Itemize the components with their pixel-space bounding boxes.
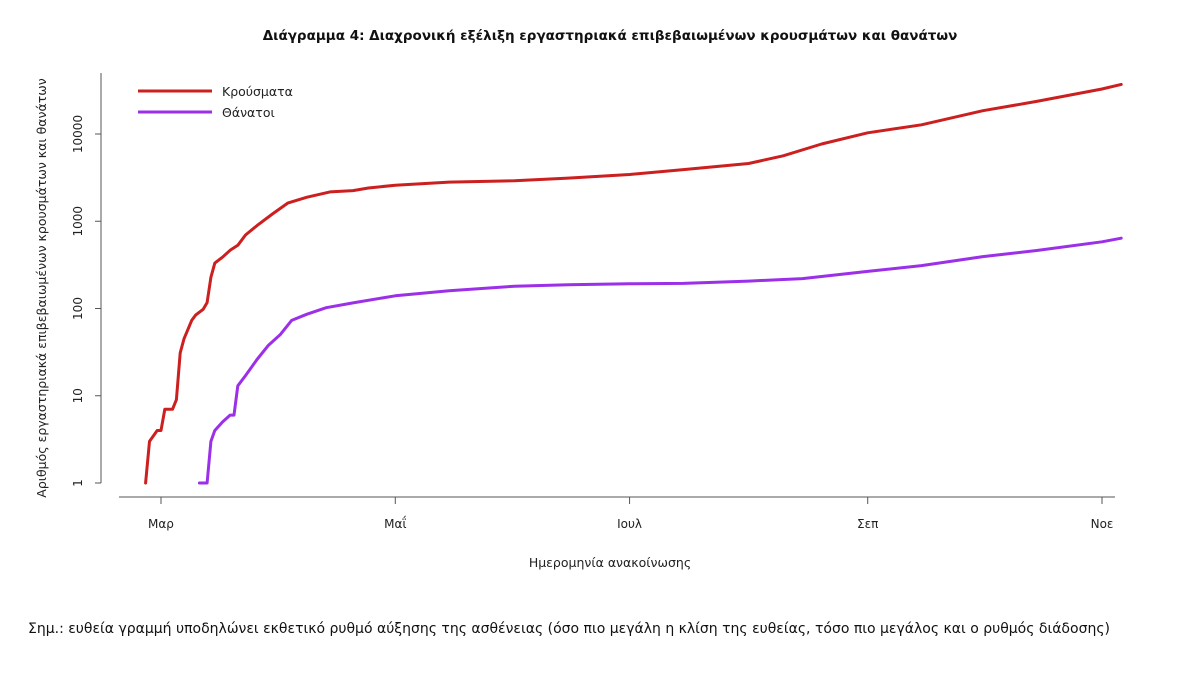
series-line-cases — [144, 82, 1123, 485]
x-tick-label: Μαρ — [148, 517, 174, 531]
chart-title: Διάγραμμα 4: Διαχρονική εξέλιξη εργαστηρ… — [263, 28, 958, 44]
legend-label-cases: Κρούσματα — [222, 84, 293, 99]
y-axis-ticks: 1 10 100 1000 10000 — [71, 115, 101, 487]
series-line-deaths — [197, 236, 1123, 485]
y-tick-label: 10 — [71, 388, 85, 403]
x-tick-label: Σεπ — [857, 517, 878, 531]
y-tick-label: 100 — [71, 297, 85, 320]
y-axis-label: Αριθμός εργαστηριακά επιβεβαιωμένων κρου… — [34, 78, 49, 497]
y-tick-label: 10000 — [71, 115, 85, 153]
x-tick-label: Νοε — [1091, 517, 1114, 531]
x-tick-label: Ιουλ — [617, 517, 642, 531]
series-lines — [144, 82, 1123, 485]
legend-label-deaths: Θάνατοι — [222, 105, 275, 120]
legend: Κρούσματα Θάνατοι — [138, 84, 293, 120]
y-tick-label: 1000 — [71, 206, 85, 237]
y-tick-label: 1 — [71, 479, 85, 487]
x-tick-label: Μαΐ — [384, 516, 406, 531]
x-axis-ticks: Μαρ Μαΐ Ιουλ Σεπ Νοε — [148, 497, 1113, 531]
chart: Διάγραμμα 4: Διαχρονική εξέλιξη εργαστηρ… — [34, 28, 1123, 570]
x-axis-label: Ημερομηνία ανακοίνωσης — [529, 555, 691, 570]
chart-note: Σημ.: ευθεία γραμμή υποδηλώνει εκθετικό … — [28, 621, 1110, 637]
